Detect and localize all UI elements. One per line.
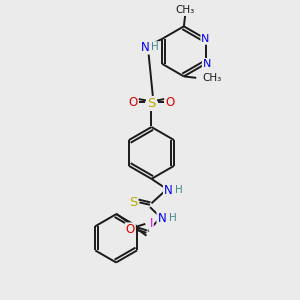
Text: H: H (151, 42, 159, 52)
Text: S: S (147, 97, 156, 110)
Text: O: O (126, 223, 135, 236)
Text: CH₃: CH₃ (202, 73, 221, 83)
Text: N: N (141, 40, 150, 54)
Text: H: H (175, 185, 183, 195)
Text: N: N (203, 59, 211, 69)
Text: I: I (149, 218, 153, 230)
Text: N: N (201, 34, 210, 44)
Text: O: O (165, 96, 174, 109)
Text: CH₃: CH₃ (176, 5, 195, 15)
Text: N: N (158, 212, 166, 224)
Text: S: S (129, 196, 137, 209)
Text: O: O (129, 96, 138, 109)
Text: N: N (164, 184, 172, 196)
Text: H: H (169, 213, 176, 223)
